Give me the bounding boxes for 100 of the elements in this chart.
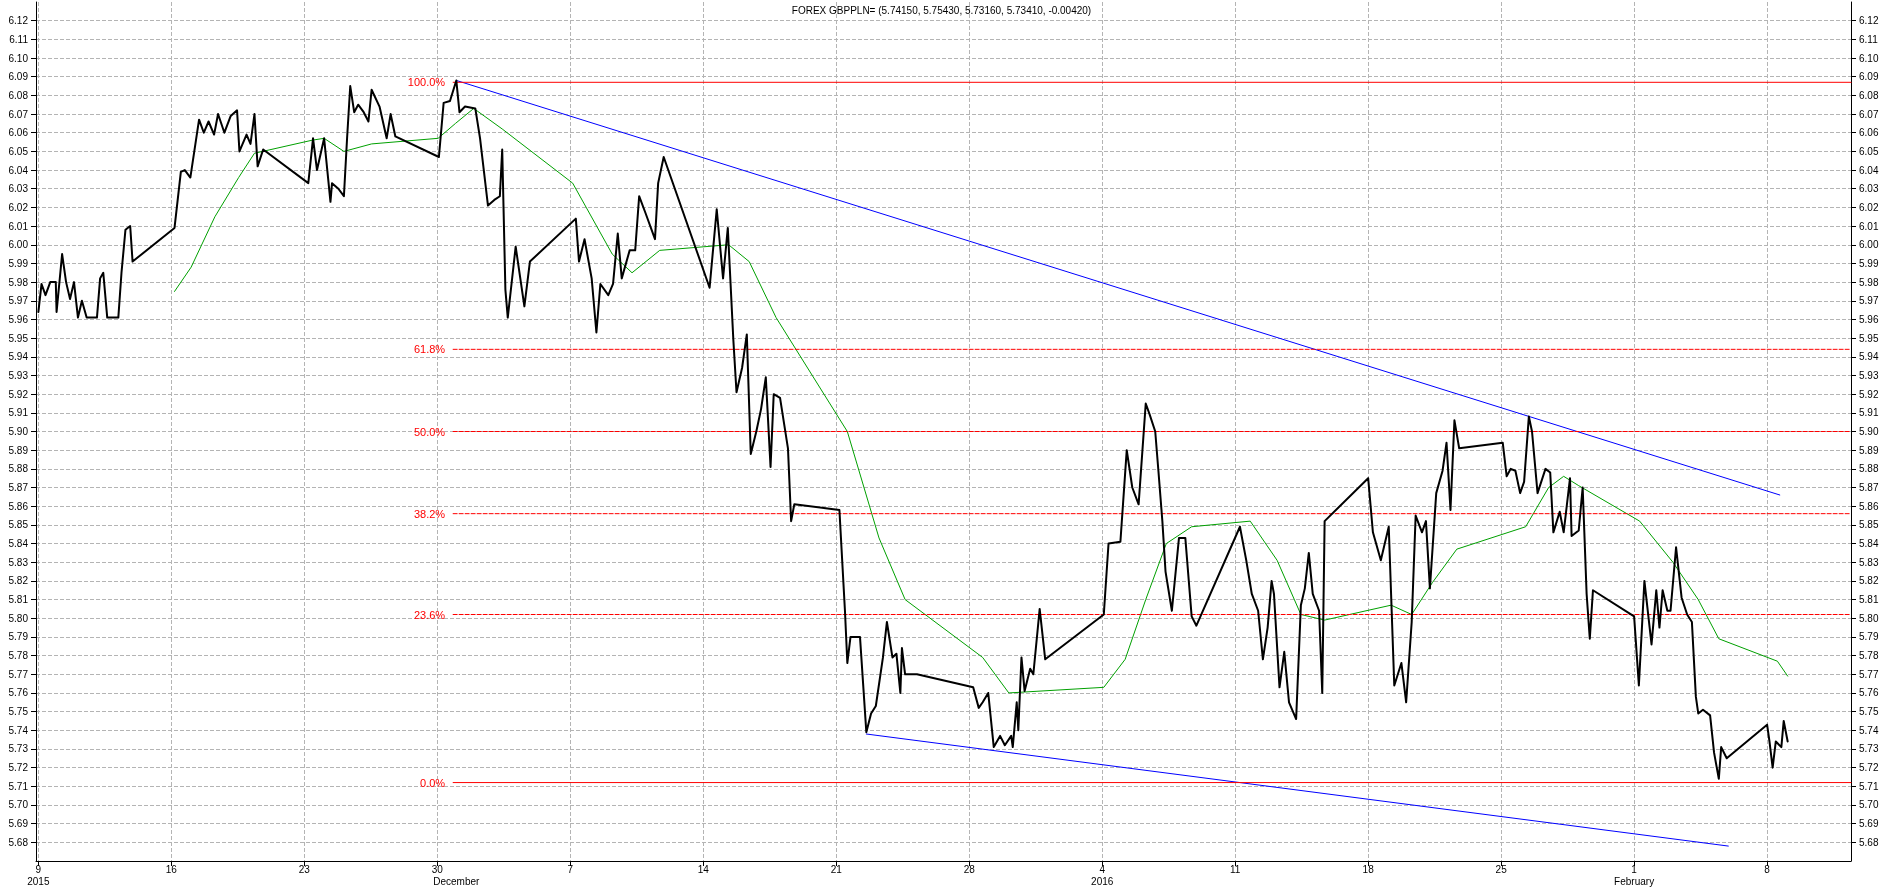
y2-tick-label: 5.73 bbox=[1859, 743, 1879, 755]
y-tick-label: 5.95 bbox=[8, 332, 29, 344]
y-tick-label: 5.93 bbox=[8, 369, 29, 381]
y2-tick-label: 6.00 bbox=[1859, 239, 1879, 251]
y2-tick-label: 5.81 bbox=[1859, 594, 1879, 606]
series-label: 0.0% bbox=[420, 776, 446, 789]
y2-tick-label: 5.91 bbox=[1859, 407, 1879, 419]
y2-tick-label: 6.11 bbox=[1859, 33, 1879, 45]
y2-tick-label: 5.68 bbox=[1859, 836, 1879, 848]
x-tick-label: 14 bbox=[697, 863, 710, 875]
y-tick-label: 6.11 bbox=[9, 33, 29, 45]
y2-tick-label: 5.83 bbox=[1859, 556, 1879, 568]
chart-title: FOREX GBPPLN= (5.74150, 5.75430, 5.73160, 5.73410, -0.00420) bbox=[791, 4, 1092, 16]
y2-tick-label: 5.87 bbox=[1859, 482, 1879, 494]
y2-tick-label: 5.79 bbox=[1859, 631, 1879, 643]
x2-tick-label: December bbox=[433, 875, 481, 887]
x2-tick-label: 2016 bbox=[1091, 875, 1114, 887]
y-tick-label: 5.88 bbox=[8, 463, 29, 475]
y2-tick-label: 5.88 bbox=[1859, 463, 1879, 475]
y2-tick-label: 5.80 bbox=[1859, 612, 1879, 624]
y-tick-label: 5.96 bbox=[8, 313, 29, 325]
y2-tick-label: 5.95 bbox=[1859, 332, 1879, 344]
y-tick-label: 6.12 bbox=[8, 15, 29, 27]
x-tick-label: 23 bbox=[298, 863, 311, 875]
y-tick-label: 6.04 bbox=[8, 164, 29, 176]
y-tick-label: 5.86 bbox=[8, 500, 29, 512]
y2-tick-label: 6.12 bbox=[1859, 15, 1879, 27]
y-tick-label: 6.01 bbox=[8, 220, 29, 232]
x-tick-label: 16 bbox=[165, 863, 178, 875]
y-tick-label: 5.79 bbox=[8, 631, 29, 643]
y-tick-label: 5.76 bbox=[8, 687, 29, 699]
y2-tick-label: 6.05 bbox=[1859, 145, 1879, 157]
x-tick-label: 28 bbox=[963, 863, 976, 875]
y-tick-label: 5.83 bbox=[8, 556, 29, 568]
y-tick-label: 5.94 bbox=[8, 351, 29, 363]
x-tick-label: 25 bbox=[1495, 863, 1508, 875]
y-tick-label: 5.70 bbox=[8, 799, 29, 811]
y-tick-label: 5.75 bbox=[8, 706, 29, 718]
y-tick-label: 5.77 bbox=[8, 668, 29, 680]
y-tick-label: 5.85 bbox=[8, 519, 29, 531]
x-tick-label: 30 bbox=[431, 863, 444, 875]
y-tick-label: 5.90 bbox=[8, 426, 29, 437]
y-tick-label: 5.82 bbox=[8, 575, 29, 587]
x-tick-label: 4 bbox=[1099, 863, 1106, 875]
y2-tick-label: 6.02 bbox=[1859, 201, 1879, 213]
y2-tick-label: 5.78 bbox=[1859, 650, 1879, 662]
y-tick-label: 5.89 bbox=[8, 444, 29, 456]
y2-tick-label: 5.89 bbox=[1859, 444, 1879, 456]
y2-tick-label: 5.77 bbox=[1859, 668, 1879, 680]
y2-tick-label: 5.98 bbox=[1859, 276, 1879, 288]
x2-tick-label: 2015 bbox=[27, 875, 50, 887]
y2-tick-label: 5.97 bbox=[1859, 295, 1879, 307]
y-tick-label: 5.87 bbox=[8, 482, 29, 494]
y2-tick-label: 6.10 bbox=[1859, 52, 1879, 64]
line-series bbox=[174, 107, 1789, 694]
y2-tick-label: 5.72 bbox=[1859, 762, 1879, 774]
y-tick-label: 6.06 bbox=[8, 127, 29, 139]
y2-tick-label: 5.99 bbox=[1859, 257, 1879, 269]
y2-tick-label: 5.69 bbox=[1859, 818, 1879, 830]
y2-tick-label: 6.07 bbox=[1859, 108, 1879, 120]
y2-tick-label: 6.04 bbox=[1859, 164, 1879, 176]
y2-tick-label: 5.93 bbox=[1859, 369, 1879, 381]
series-label: 23.6% bbox=[413, 608, 446, 621]
y2-tick-label: 5.90 bbox=[1859, 426, 1879, 437]
y-tick-label: 5.80 bbox=[8, 612, 29, 624]
y2-tick-label: 5.76 bbox=[1859, 687, 1879, 699]
y-tick-label: 5.71 bbox=[8, 780, 29, 792]
y-tick-label: 6.02 bbox=[8, 201, 29, 213]
y2-tick-label: 5.82 bbox=[1859, 575, 1879, 587]
series-label: 61.8% bbox=[413, 343, 446, 356]
y-tick-label: 5.92 bbox=[8, 388, 29, 400]
y-tick-label: 5.91 bbox=[8, 407, 29, 419]
y2-tick-label: 6.01 bbox=[1859, 220, 1879, 232]
y-tick-label: 6.09 bbox=[8, 71, 29, 83]
y-tick-label: 6.10 bbox=[8, 52, 29, 64]
y2-tick-label: 5.74 bbox=[1859, 724, 1879, 736]
y2-tick-label: 6.09 bbox=[1859, 71, 1879, 83]
y-tick-label: 6.07 bbox=[8, 108, 29, 120]
series-label: 38.2% bbox=[413, 507, 446, 520]
y2-tick-label: 5.71 bbox=[1859, 780, 1879, 792]
y2-tick-label: 5.70 bbox=[1859, 799, 1879, 811]
y2-tick-label: 5.94 bbox=[1859, 351, 1879, 363]
y2-tick-label: 5.96 bbox=[1859, 313, 1879, 325]
y-tick-label: 6.05 bbox=[8, 145, 29, 157]
series-label: 50.0% bbox=[413, 425, 446, 438]
x-tick-label: 11 bbox=[1229, 863, 1241, 875]
y2-tick-label: 6.06 bbox=[1859, 127, 1879, 139]
y2-tick-label: 5.92 bbox=[1859, 388, 1879, 400]
y2-tick-label: 6.03 bbox=[1859, 183, 1879, 195]
y-tick-label: 5.68 bbox=[8, 836, 29, 848]
x-tick-label: 21 bbox=[830, 863, 843, 875]
y-tick-label: 5.69 bbox=[8, 818, 29, 830]
series-label: 100.0% bbox=[407, 76, 446, 89]
y2-tick-label: 5.75 bbox=[1859, 706, 1879, 718]
y-tick-label: 5.81 bbox=[8, 594, 29, 606]
y2-tick-label: 5.85 bbox=[1859, 519, 1879, 531]
y2-tick-label: 6.08 bbox=[1859, 89, 1879, 101]
y-tick-label: 5.74 bbox=[8, 724, 29, 736]
y-tick-label: 5.99 bbox=[8, 257, 29, 269]
y-tick-label: 5.84 bbox=[8, 538, 29, 550]
